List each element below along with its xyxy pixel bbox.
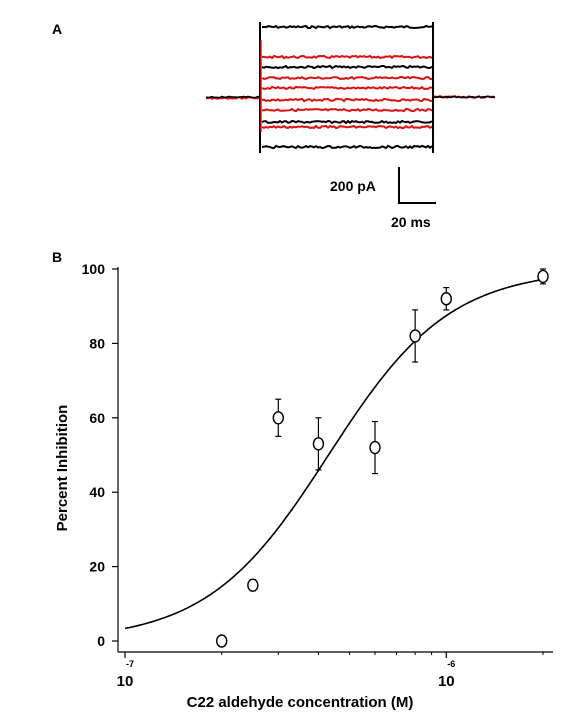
data-points — [216, 268, 549, 648]
trace-step-8 — [261, 119, 433, 125]
x-axis-title: C22 aldehyde concentration (M) — [187, 694, 414, 711]
data-point — [247, 578, 259, 592]
data-point — [440, 292, 452, 306]
y-ticks: 0 20 40 60 80 100 — [82, 261, 118, 649]
data-point — [537, 269, 549, 284]
trace-step-6 — [261, 97, 433, 103]
y-tick-label: 100 — [82, 261, 106, 277]
x-ticks: 10 -7 10 -6 — [117, 652, 544, 690]
x-tick-label-base: 10 — [438, 673, 455, 690]
panel-b-label: B — [52, 249, 62, 265]
panel-a-label: A — [52, 21, 62, 37]
trace-step-3 — [261, 64, 433, 70]
plot-axes — [117, 267, 553, 653]
x-tick-label-exponent: -6 — [447, 659, 455, 669]
trace-step-10 — [261, 144, 433, 150]
trace-step-2 — [261, 54, 433, 60]
scale-bar: 200 pA 20 ms — [330, 167, 436, 230]
data-point — [272, 411, 284, 425]
data-point — [312, 437, 325, 451]
y-tick-label: 0 — [97, 633, 105, 649]
fit-curve — [124, 278, 544, 630]
trace-step-5 — [261, 85, 433, 91]
data-point — [409, 329, 421, 343]
scale-bar-current-label: 200 pA — [330, 178, 376, 194]
trace-step-7 — [261, 107, 433, 113]
current-traces — [205, 22, 496, 153]
y-tick-label: 60 — [89, 410, 105, 426]
y-tick-label: 20 — [89, 559, 105, 575]
trace-step-1 — [262, 24, 433, 30]
data-point — [369, 440, 381, 455]
x-tick-label-exponent: -7 — [126, 659, 134, 669]
trace-baseline-left-control — [205, 95, 261, 99]
data-point — [216, 634, 228, 648]
y-axis-title: Percent Inhibition — [54, 405, 71, 532]
trace-step-4 — [261, 75, 433, 81]
trace-step-9 — [261, 124, 433, 130]
y-tick-label: 40 — [89, 484, 105, 500]
y-tick-label: 80 — [89, 335, 105, 351]
scale-bar-time-label: 20 ms — [391, 214, 431, 230]
x-tick-label-base: 10 — [117, 673, 134, 690]
trace-baseline-right-control — [432, 95, 496, 99]
